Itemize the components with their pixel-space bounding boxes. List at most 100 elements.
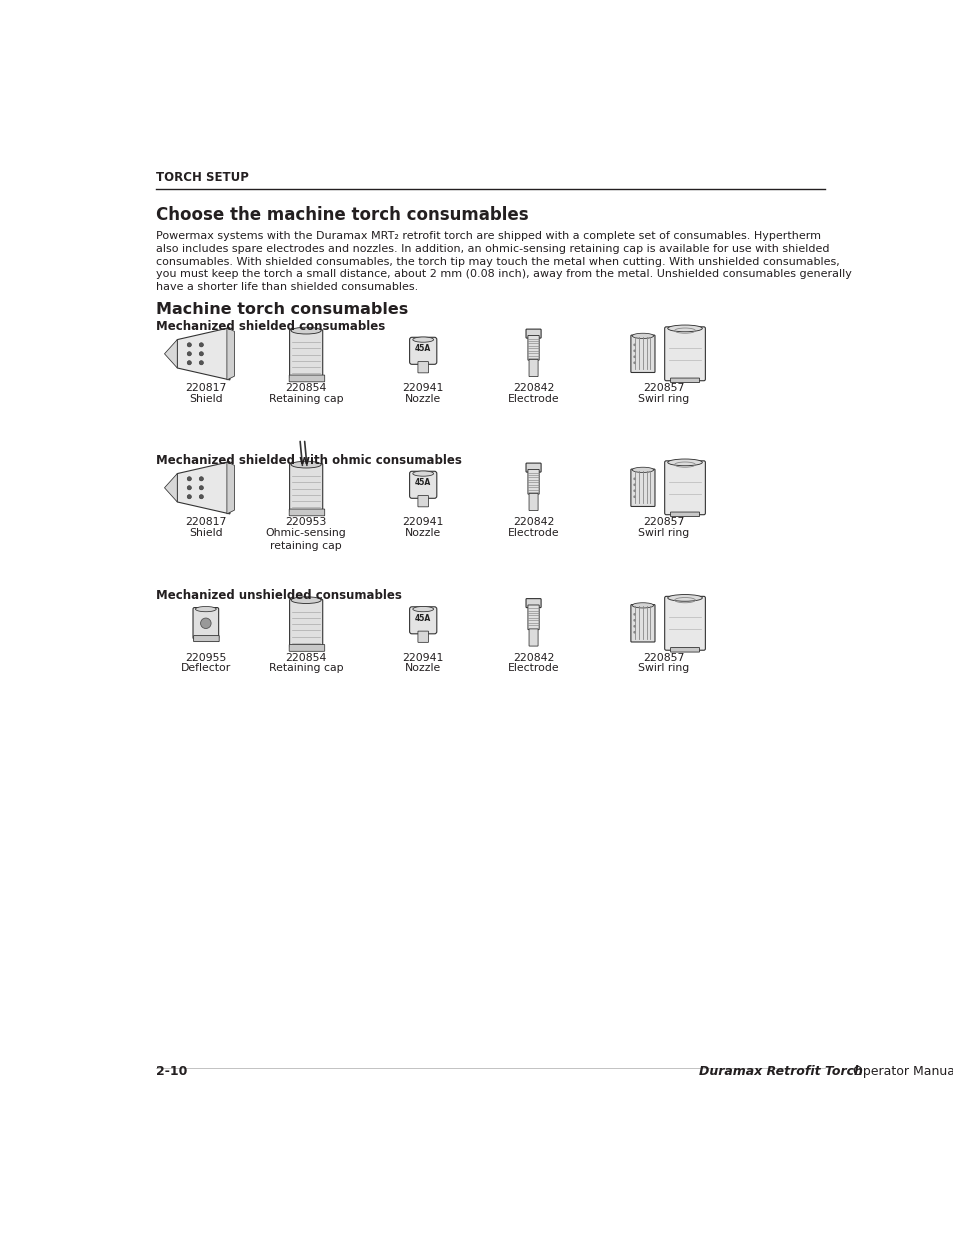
Circle shape	[200, 618, 211, 629]
Text: 220842: 220842	[513, 517, 554, 527]
Circle shape	[187, 495, 192, 499]
Text: 220955: 220955	[185, 652, 226, 662]
Circle shape	[199, 485, 203, 490]
Text: Swirl ring: Swirl ring	[638, 527, 689, 537]
Ellipse shape	[667, 325, 701, 332]
Polygon shape	[177, 462, 230, 514]
Text: Nozzle: Nozzle	[405, 527, 441, 537]
FancyBboxPatch shape	[289, 509, 324, 516]
Circle shape	[633, 489, 636, 492]
Text: 220817: 220817	[185, 383, 226, 393]
Ellipse shape	[195, 606, 216, 611]
FancyBboxPatch shape	[409, 606, 436, 634]
Text: Mechanized unshielded consumables: Mechanized unshielded consumables	[155, 589, 401, 603]
Text: Machine torch consumables: Machine torch consumables	[155, 303, 408, 317]
Text: Duramax Retrofit Torch: Duramax Retrofit Torch	[699, 1065, 862, 1078]
FancyBboxPatch shape	[529, 359, 537, 377]
Text: Deflector: Deflector	[180, 663, 231, 673]
Circle shape	[633, 613, 636, 616]
Circle shape	[633, 619, 636, 621]
Text: 220842: 220842	[513, 652, 554, 662]
Text: 45A: 45A	[415, 614, 431, 622]
FancyBboxPatch shape	[290, 599, 322, 647]
Text: Choose the machine torch consumables: Choose the machine torch consumables	[155, 206, 528, 224]
Polygon shape	[227, 327, 234, 380]
Text: 220817: 220817	[185, 517, 226, 527]
Text: 220941: 220941	[402, 652, 443, 662]
Ellipse shape	[632, 333, 653, 338]
FancyBboxPatch shape	[525, 599, 540, 608]
Text: Mechanized shielded consumables: Mechanized shielded consumables	[155, 320, 384, 333]
FancyBboxPatch shape	[670, 378, 699, 383]
Circle shape	[187, 485, 192, 490]
Circle shape	[633, 483, 636, 487]
FancyBboxPatch shape	[664, 597, 704, 650]
Circle shape	[199, 352, 203, 356]
Text: 45A: 45A	[415, 478, 431, 487]
FancyBboxPatch shape	[417, 631, 428, 642]
FancyBboxPatch shape	[670, 647, 699, 652]
FancyBboxPatch shape	[527, 605, 538, 630]
Text: 220854: 220854	[285, 652, 327, 662]
Polygon shape	[227, 462, 234, 514]
Circle shape	[199, 361, 203, 364]
FancyBboxPatch shape	[630, 469, 655, 506]
Text: Electrode: Electrode	[507, 663, 558, 673]
Ellipse shape	[291, 597, 321, 604]
Ellipse shape	[291, 461, 321, 468]
Ellipse shape	[291, 327, 321, 333]
FancyBboxPatch shape	[409, 337, 436, 364]
Circle shape	[633, 625, 636, 627]
Text: Shield: Shield	[189, 394, 222, 404]
Text: Operator Manual: Operator Manual	[848, 1065, 953, 1078]
Text: Swirl ring: Swirl ring	[638, 394, 689, 404]
Text: Retaining cap: Retaining cap	[269, 394, 343, 404]
Ellipse shape	[667, 459, 701, 466]
Ellipse shape	[667, 594, 701, 601]
Ellipse shape	[413, 606, 433, 611]
Text: 220953: 220953	[285, 517, 327, 527]
FancyBboxPatch shape	[525, 463, 540, 472]
FancyBboxPatch shape	[630, 335, 655, 373]
Text: have a shorter life than shielded consumables.: have a shorter life than shielded consum…	[155, 282, 417, 293]
Text: Electrode: Electrode	[507, 527, 558, 537]
Text: 45A: 45A	[415, 345, 431, 353]
Text: 220854: 220854	[285, 383, 327, 393]
FancyBboxPatch shape	[529, 629, 537, 646]
Text: Nozzle: Nozzle	[405, 394, 441, 404]
Text: also includes spare electrodes and nozzles. In addition, an ohmic-sensing retain: also includes spare electrodes and nozzl…	[155, 245, 828, 254]
FancyBboxPatch shape	[664, 461, 704, 515]
Text: 2-10: 2-10	[155, 1065, 187, 1078]
Circle shape	[199, 343, 203, 347]
Text: 220857: 220857	[642, 517, 684, 527]
Polygon shape	[164, 473, 177, 501]
FancyBboxPatch shape	[409, 472, 436, 498]
Circle shape	[187, 477, 192, 480]
Text: Mechanized shielded with ohmic consumables: Mechanized shielded with ohmic consumabl…	[155, 454, 461, 467]
Circle shape	[633, 350, 636, 352]
FancyBboxPatch shape	[193, 636, 219, 642]
Circle shape	[633, 495, 636, 498]
Circle shape	[199, 477, 203, 480]
FancyBboxPatch shape	[290, 464, 322, 511]
FancyBboxPatch shape	[290, 330, 322, 378]
FancyBboxPatch shape	[529, 493, 537, 510]
Text: you must keep the torch a small distance, about 2 mm (0.08 inch), away from the : you must keep the torch a small distance…	[155, 269, 851, 279]
Text: Nozzle: Nozzle	[405, 663, 441, 673]
Circle shape	[187, 343, 192, 347]
Ellipse shape	[413, 337, 433, 342]
FancyBboxPatch shape	[664, 327, 704, 380]
Text: 220941: 220941	[402, 517, 443, 527]
Text: Swirl ring: Swirl ring	[638, 663, 689, 673]
FancyBboxPatch shape	[417, 362, 428, 373]
Ellipse shape	[413, 471, 433, 477]
Circle shape	[199, 495, 203, 499]
Circle shape	[187, 361, 192, 364]
Text: TORCH SETUP: TORCH SETUP	[155, 172, 249, 184]
Polygon shape	[177, 327, 230, 380]
Ellipse shape	[632, 603, 653, 608]
Text: Retaining cap: Retaining cap	[269, 663, 343, 673]
Text: Shield: Shield	[189, 527, 222, 537]
FancyBboxPatch shape	[289, 375, 324, 382]
Text: consumables. With shielded consumables, the torch tip may touch the metal when c: consumables. With shielded consumables, …	[155, 257, 839, 267]
